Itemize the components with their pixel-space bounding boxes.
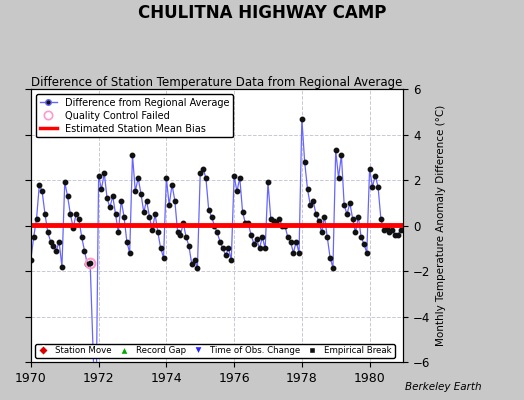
Legend: Station Move, Record Gap, Time of Obs. Change, Empirical Break: Station Move, Record Gap, Time of Obs. C… <box>35 344 395 358</box>
Y-axis label: Monthly Temperature Anomaly Difference (°C): Monthly Temperature Anomaly Difference (… <box>436 105 446 346</box>
Text: CHULITNA HIGHWAY CAMP: CHULITNA HIGHWAY CAMP <box>138 4 386 22</box>
Title: Difference of Station Temperature Data from Regional Average: Difference of Station Temperature Data f… <box>31 76 403 89</box>
Text: Berkeley Earth: Berkeley Earth <box>406 382 482 392</box>
